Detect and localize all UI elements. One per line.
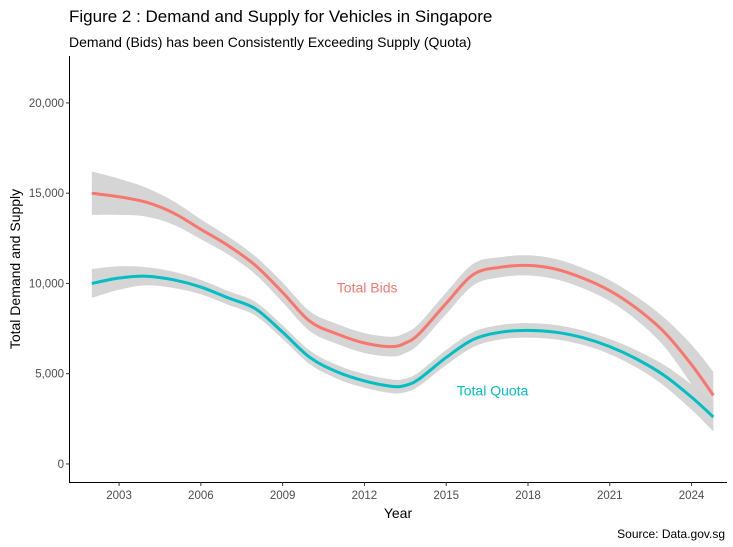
series-labels: Total Bids Total Quota (337, 279, 529, 398)
x-tick-label: 2006 (188, 490, 214, 502)
y-axis-ticks: 0 5,000 10,000 15,000 20,000 (29, 98, 70, 471)
x-tick-label: 2012 (352, 490, 378, 502)
y-tick-label: 5,000 (35, 369, 64, 381)
x-tick-label: 2021 (597, 490, 623, 502)
y-axis-title: Total Demand and Supply (7, 189, 23, 349)
source-caption: Source: Data.gov.sg (617, 527, 725, 541)
x-tick-label: 2003 (106, 490, 132, 502)
y-tick-label: 20,000 (29, 98, 64, 110)
x-tick-label: 2024 (679, 490, 705, 502)
total-quota-line (91, 274, 715, 419)
x-axis-title: Year (384, 505, 413, 521)
total-bids-line (91, 191, 715, 397)
x-tick-label: 2015 (433, 490, 459, 502)
x-tick-label: 2018 (515, 490, 541, 502)
series-lines (91, 191, 715, 419)
total-quota-confidence-band (91, 266, 714, 432)
x-tick-label: 2009 (270, 490, 296, 502)
chart-title: Figure 2 : Demand and Supply for Vehicle… (69, 7, 493, 26)
total-bids-label: Total Bids (337, 279, 398, 295)
y-tick-label: 10,000 (29, 278, 64, 290)
chart-subtitle: Demand (Bids) has been Consistently Exce… (69, 34, 472, 50)
x-axis-ticks: 2003 2006 2009 2012 2015 2018 2021 2024 (106, 482, 705, 502)
total-bids-confidence-band (91, 171, 714, 419)
total-quota-label: Total Quota (457, 382, 529, 398)
y-tick-label: 15,000 (29, 188, 64, 200)
y-tick-label: 0 (58, 459, 64, 471)
confidence-bands (91, 171, 714, 432)
